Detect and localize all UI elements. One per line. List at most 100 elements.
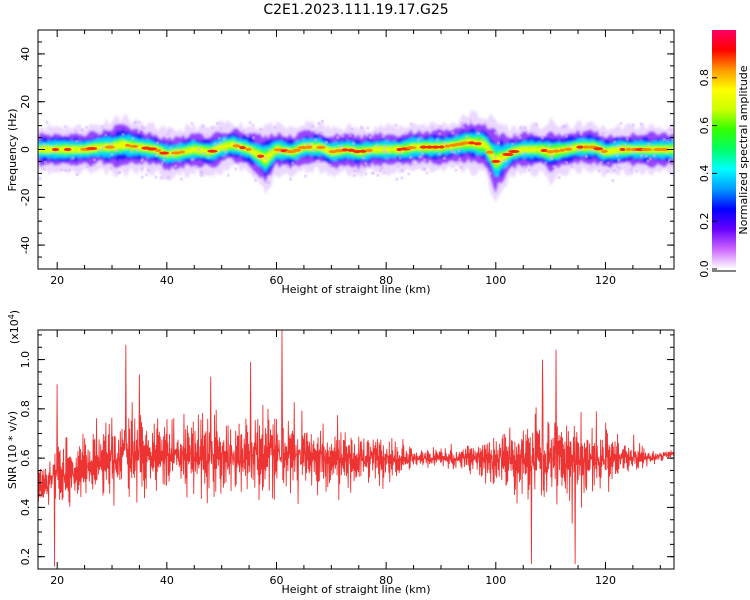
spectrogram-speckle	[421, 131, 425, 135]
spectrogram-peak-cell	[159, 151, 170, 155]
spectrogram-speckle	[457, 149, 461, 153]
spectrogram-peak-cell	[593, 147, 604, 151]
snr-frame	[37, 329, 675, 570]
spectrogram-speckle	[451, 131, 455, 135]
spectrogram-speckle	[493, 155, 497, 159]
spectrogram-speckle	[613, 140, 617, 144]
spectrogram-speckle	[350, 127, 354, 131]
spectrogram-speckle	[423, 158, 427, 162]
spectrogram-speckle	[456, 161, 460, 165]
spectrogram-peak-cell	[619, 147, 626, 152]
spectrogram-speckle	[92, 163, 96, 167]
spectrogram-peak-cell	[576, 145, 585, 149]
colorbar: 0.0 0.2 0.4 0.6 0.8 Normalized spectral ampl…	[698, 30, 750, 278]
spectrogram-speckle	[666, 139, 670, 143]
spectrogram-speckle	[135, 148, 139, 152]
spectrogram-x-tick-label: 40	[160, 274, 174, 287]
spectrogram-speckle	[259, 127, 263, 131]
spectrogram-speckle	[159, 176, 163, 180]
spectrogram-speckle	[60, 168, 64, 172]
spectrogram-speckle	[384, 150, 388, 154]
spectrogram-x-tick-label: 100	[485, 274, 506, 287]
spectrogram-speckle	[476, 132, 480, 136]
spectrogram-speckle	[304, 174, 308, 178]
snr-y-tick-label: 0.2	[19, 548, 32, 566]
spectrogram-peak-cell	[625, 147, 632, 152]
spectrogram-speckle	[144, 173, 148, 177]
spectrogram-speckle	[601, 132, 605, 136]
spectrogram-speckle	[264, 156, 268, 160]
spectrogram-peak-cell	[552, 149, 560, 153]
spectrogram-speckle	[71, 156, 75, 160]
spectrogram-speckle	[66, 133, 70, 137]
spectrogram-speckle	[416, 138, 420, 142]
spectrogram-speckle	[635, 169, 639, 173]
spectrogram-peak-cell	[104, 145, 115, 149]
snr-y-tick-label: 0.4	[19, 499, 32, 517]
spectrogram-speckle	[143, 126, 147, 130]
spectrogram-speckle	[494, 131, 498, 135]
spectrogram-speckle	[400, 176, 404, 180]
spectrogram-speckle	[522, 151, 526, 155]
spectrogram-speckle	[289, 177, 293, 181]
spectrogram-speckle	[454, 168, 458, 172]
spectrogram-speckle	[407, 172, 411, 176]
spectrogram-speckle	[458, 157, 462, 161]
spectrogram-speckle	[312, 148, 316, 152]
spectrogram-speckle	[146, 168, 150, 172]
spectrogram-y-ticks: 40 20 0 -20 -40	[19, 29, 674, 270]
spectrogram-speckle	[38, 176, 42, 180]
spectrogram-speckle	[540, 136, 544, 140]
spectrogram-speckle	[194, 165, 198, 169]
spectrogram-speckle	[133, 121, 137, 125]
spectrogram-speckle	[316, 160, 320, 164]
spectrogram-speckle	[481, 137, 485, 141]
spectrogram-speckle	[109, 166, 113, 170]
spectrogram-speckle	[382, 149, 386, 153]
snr-x-tick-label: 60	[270, 574, 284, 587]
snr-y-tick-label: 1.0	[19, 351, 32, 369]
snr-series-line	[38, 330, 674, 567]
spectrogram-speckle	[218, 141, 222, 145]
spectrogram-speckle	[368, 135, 372, 139]
spectrogram-speckle	[631, 123, 635, 127]
colorbar-ticks: 0.0 0.2 0.4 0.6 0.8	[698, 69, 736, 278]
spectrogram-speckle	[644, 154, 648, 158]
spectrogram-speckle	[438, 132, 442, 136]
snr-x-tick-label: 80	[379, 574, 393, 587]
spectrogram-speckle	[242, 129, 246, 133]
spectrogram-speckle	[535, 123, 539, 127]
colorbar-tick-label: 0.0	[698, 260, 711, 278]
spectrogram-speckle	[166, 132, 170, 136]
spectrogram-speckle	[376, 144, 380, 148]
spectrogram-speckle	[328, 163, 332, 167]
spectrogram-peak-cell	[473, 142, 482, 146]
spectrogram-speckle	[351, 142, 355, 146]
spectrogram-speckle	[629, 168, 633, 172]
spectrogram-speckle	[137, 130, 141, 134]
spectrogram-speckle	[615, 165, 619, 169]
spectrogram-speckle	[200, 171, 204, 175]
spectrogram-speckle	[435, 138, 439, 142]
spectrogram-speckle	[53, 149, 57, 153]
snr-y-ticks: 0.2 0.4 0.6 0.8 1.0	[19, 334, 674, 570]
snr-x-tick-label: 40	[160, 574, 174, 587]
spectrogram-speckle	[364, 172, 368, 176]
spectrogram-speckle	[409, 122, 413, 126]
spectrogram-speckle	[154, 175, 158, 179]
spectrogram-peak-cell	[365, 148, 373, 152]
spectrogram-peak-cell	[468, 141, 475, 145]
spectrogram-speckle	[100, 125, 104, 129]
spectrogram-speckle	[504, 159, 508, 163]
spectrogram-peak-cell	[86, 146, 98, 151]
spectrogram-speckle	[409, 155, 413, 159]
spectrogram-speckle	[226, 173, 230, 177]
spectrogram-y-tick-label: 0	[19, 146, 32, 153]
spectrogram-speckle	[75, 173, 79, 177]
spectrogram-speckle	[176, 147, 180, 151]
spectrogram-speckle	[130, 149, 134, 153]
spectrogram-speckle	[564, 134, 568, 138]
spectrogram-speckle	[169, 146, 173, 150]
spectrogram-speckle	[273, 125, 277, 129]
spectrogram-speckle	[617, 158, 621, 162]
